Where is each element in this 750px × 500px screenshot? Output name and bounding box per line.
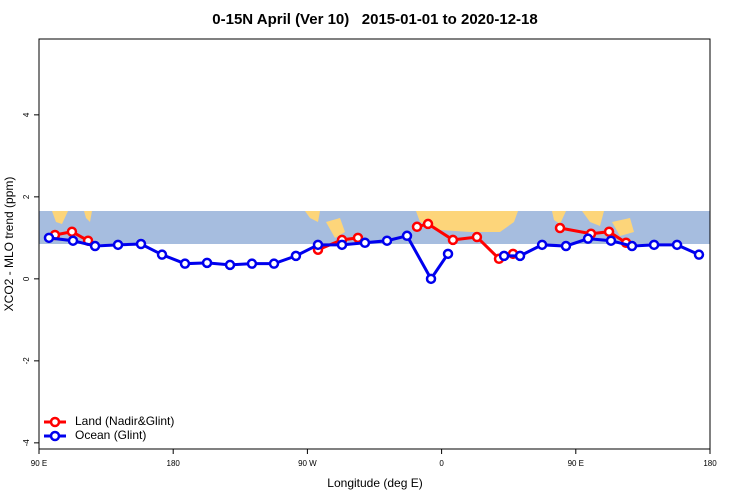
chart-title: 0-15N April (Ver 10) 2015-01-01 to 2020-… (212, 11, 537, 28)
point (425, 273, 437, 285)
point (268, 258, 280, 269)
legend-label: Land (Nadir&Glint) (75, 414, 174, 428)
point (359, 237, 371, 249)
point (693, 249, 705, 260)
point (67, 235, 79, 246)
point (648, 239, 660, 251)
point (381, 235, 393, 246)
point (312, 239, 324, 251)
point (554, 222, 566, 234)
point (626, 240, 638, 252)
point (179, 258, 191, 269)
point (156, 249, 168, 260)
point (560, 240, 572, 252)
y-axis-label: XCO2 - MLO trend (ppm) (2, 177, 16, 312)
point (224, 259, 236, 271)
point (442, 248, 454, 260)
x-tick-label: 90 E (568, 459, 584, 468)
point (671, 239, 683, 251)
point (401, 230, 413, 242)
point (135, 238, 147, 250)
x-tick-label: 90 W (298, 459, 317, 468)
point (201, 257, 213, 269)
point (514, 250, 526, 262)
point (471, 231, 483, 243)
point (89, 240, 101, 252)
point (411, 221, 423, 233)
plot-frame (38, 38, 711, 450)
legend-marker (49, 416, 61, 428)
point (290, 250, 302, 262)
point (112, 239, 124, 251)
map-band (39, 211, 710, 244)
y-tick-label: -2 (22, 357, 31, 365)
point (336, 239, 348, 251)
legend-marker (49, 430, 61, 442)
legend-label: Ocean (Glint) (75, 428, 146, 442)
y-tick-label: 2 (22, 194, 31, 199)
point (66, 226, 78, 237)
x-tick-label: 180 (167, 459, 181, 468)
point (447, 234, 459, 246)
y-tick-label: -4 (22, 439, 31, 447)
point (603, 226, 615, 237)
point (536, 239, 548, 251)
point (246, 258, 258, 269)
point (352, 232, 364, 244)
y-tick-label: 4 (22, 112, 31, 117)
point (605, 235, 617, 246)
x-tick-label: 180 (703, 459, 717, 468)
x-tick-label: 0 (439, 459, 444, 468)
point (43, 232, 55, 244)
point (498, 250, 510, 262)
x-tick-label: 90 E (31, 459, 47, 468)
x-axis-label: Longitude (deg E) (327, 476, 422, 490)
point (582, 233, 594, 244)
point (422, 218, 434, 230)
y-tick-label: 0 (22, 276, 31, 281)
